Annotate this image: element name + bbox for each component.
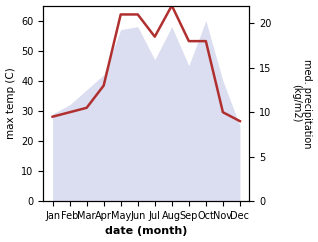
X-axis label: date (month): date (month) [105, 227, 187, 236]
Y-axis label: med. precipitation
(kg/m2): med. precipitation (kg/m2) [291, 59, 313, 148]
Y-axis label: max temp (C): max temp (C) [5, 68, 16, 139]
